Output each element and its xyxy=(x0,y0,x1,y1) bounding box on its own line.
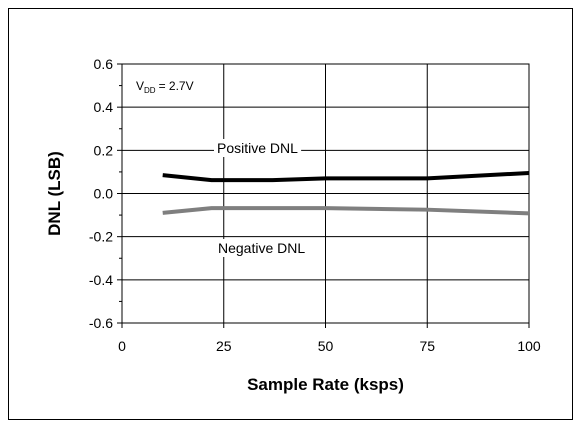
vdd-subscript: DD xyxy=(144,86,156,95)
y-tick-label: 0.6 xyxy=(94,56,114,72)
y-axis-title: DNL (LSB) xyxy=(45,151,64,236)
x-tick-label: 50 xyxy=(318,338,334,354)
vdd-value: = 2.7V xyxy=(159,79,194,93)
y-tick-label: 0.2 xyxy=(94,142,114,158)
y-tick-label: -0.4 xyxy=(89,272,113,288)
supply-voltage-condition: VDD = 2.7V xyxy=(136,79,194,95)
x-axis-title: Sample Rate (ksps) xyxy=(247,375,404,394)
y-tick-label: -0.2 xyxy=(89,229,113,245)
y-tick-label: -0.6 xyxy=(89,315,113,331)
negative-dnl-label: Negative DNL xyxy=(218,240,305,256)
axis-ticks: 0.6 0.4 0.2 0.0 -0.2 -0.4 -0.6 0 25 50 75 100 xyxy=(89,56,541,354)
y-tick-label: 0.0 xyxy=(94,186,114,202)
negative-dnl-line xyxy=(162,206,530,216)
positive-dnl-label: Positive DNL xyxy=(217,140,298,156)
condition-label-background xyxy=(133,78,197,96)
negative-label-background xyxy=(215,239,309,257)
x-tick-label: 75 xyxy=(419,338,435,354)
positive-label-background xyxy=(214,139,302,157)
positive-dnl-line xyxy=(162,170,530,183)
vdd-symbol: V xyxy=(136,79,144,93)
x-tick-label: 0 xyxy=(118,338,126,354)
x-tick-label: 100 xyxy=(517,338,541,354)
x-tick-label: 25 xyxy=(216,338,232,354)
series-lines xyxy=(162,170,530,216)
y-tick-label: 0.4 xyxy=(94,99,114,115)
